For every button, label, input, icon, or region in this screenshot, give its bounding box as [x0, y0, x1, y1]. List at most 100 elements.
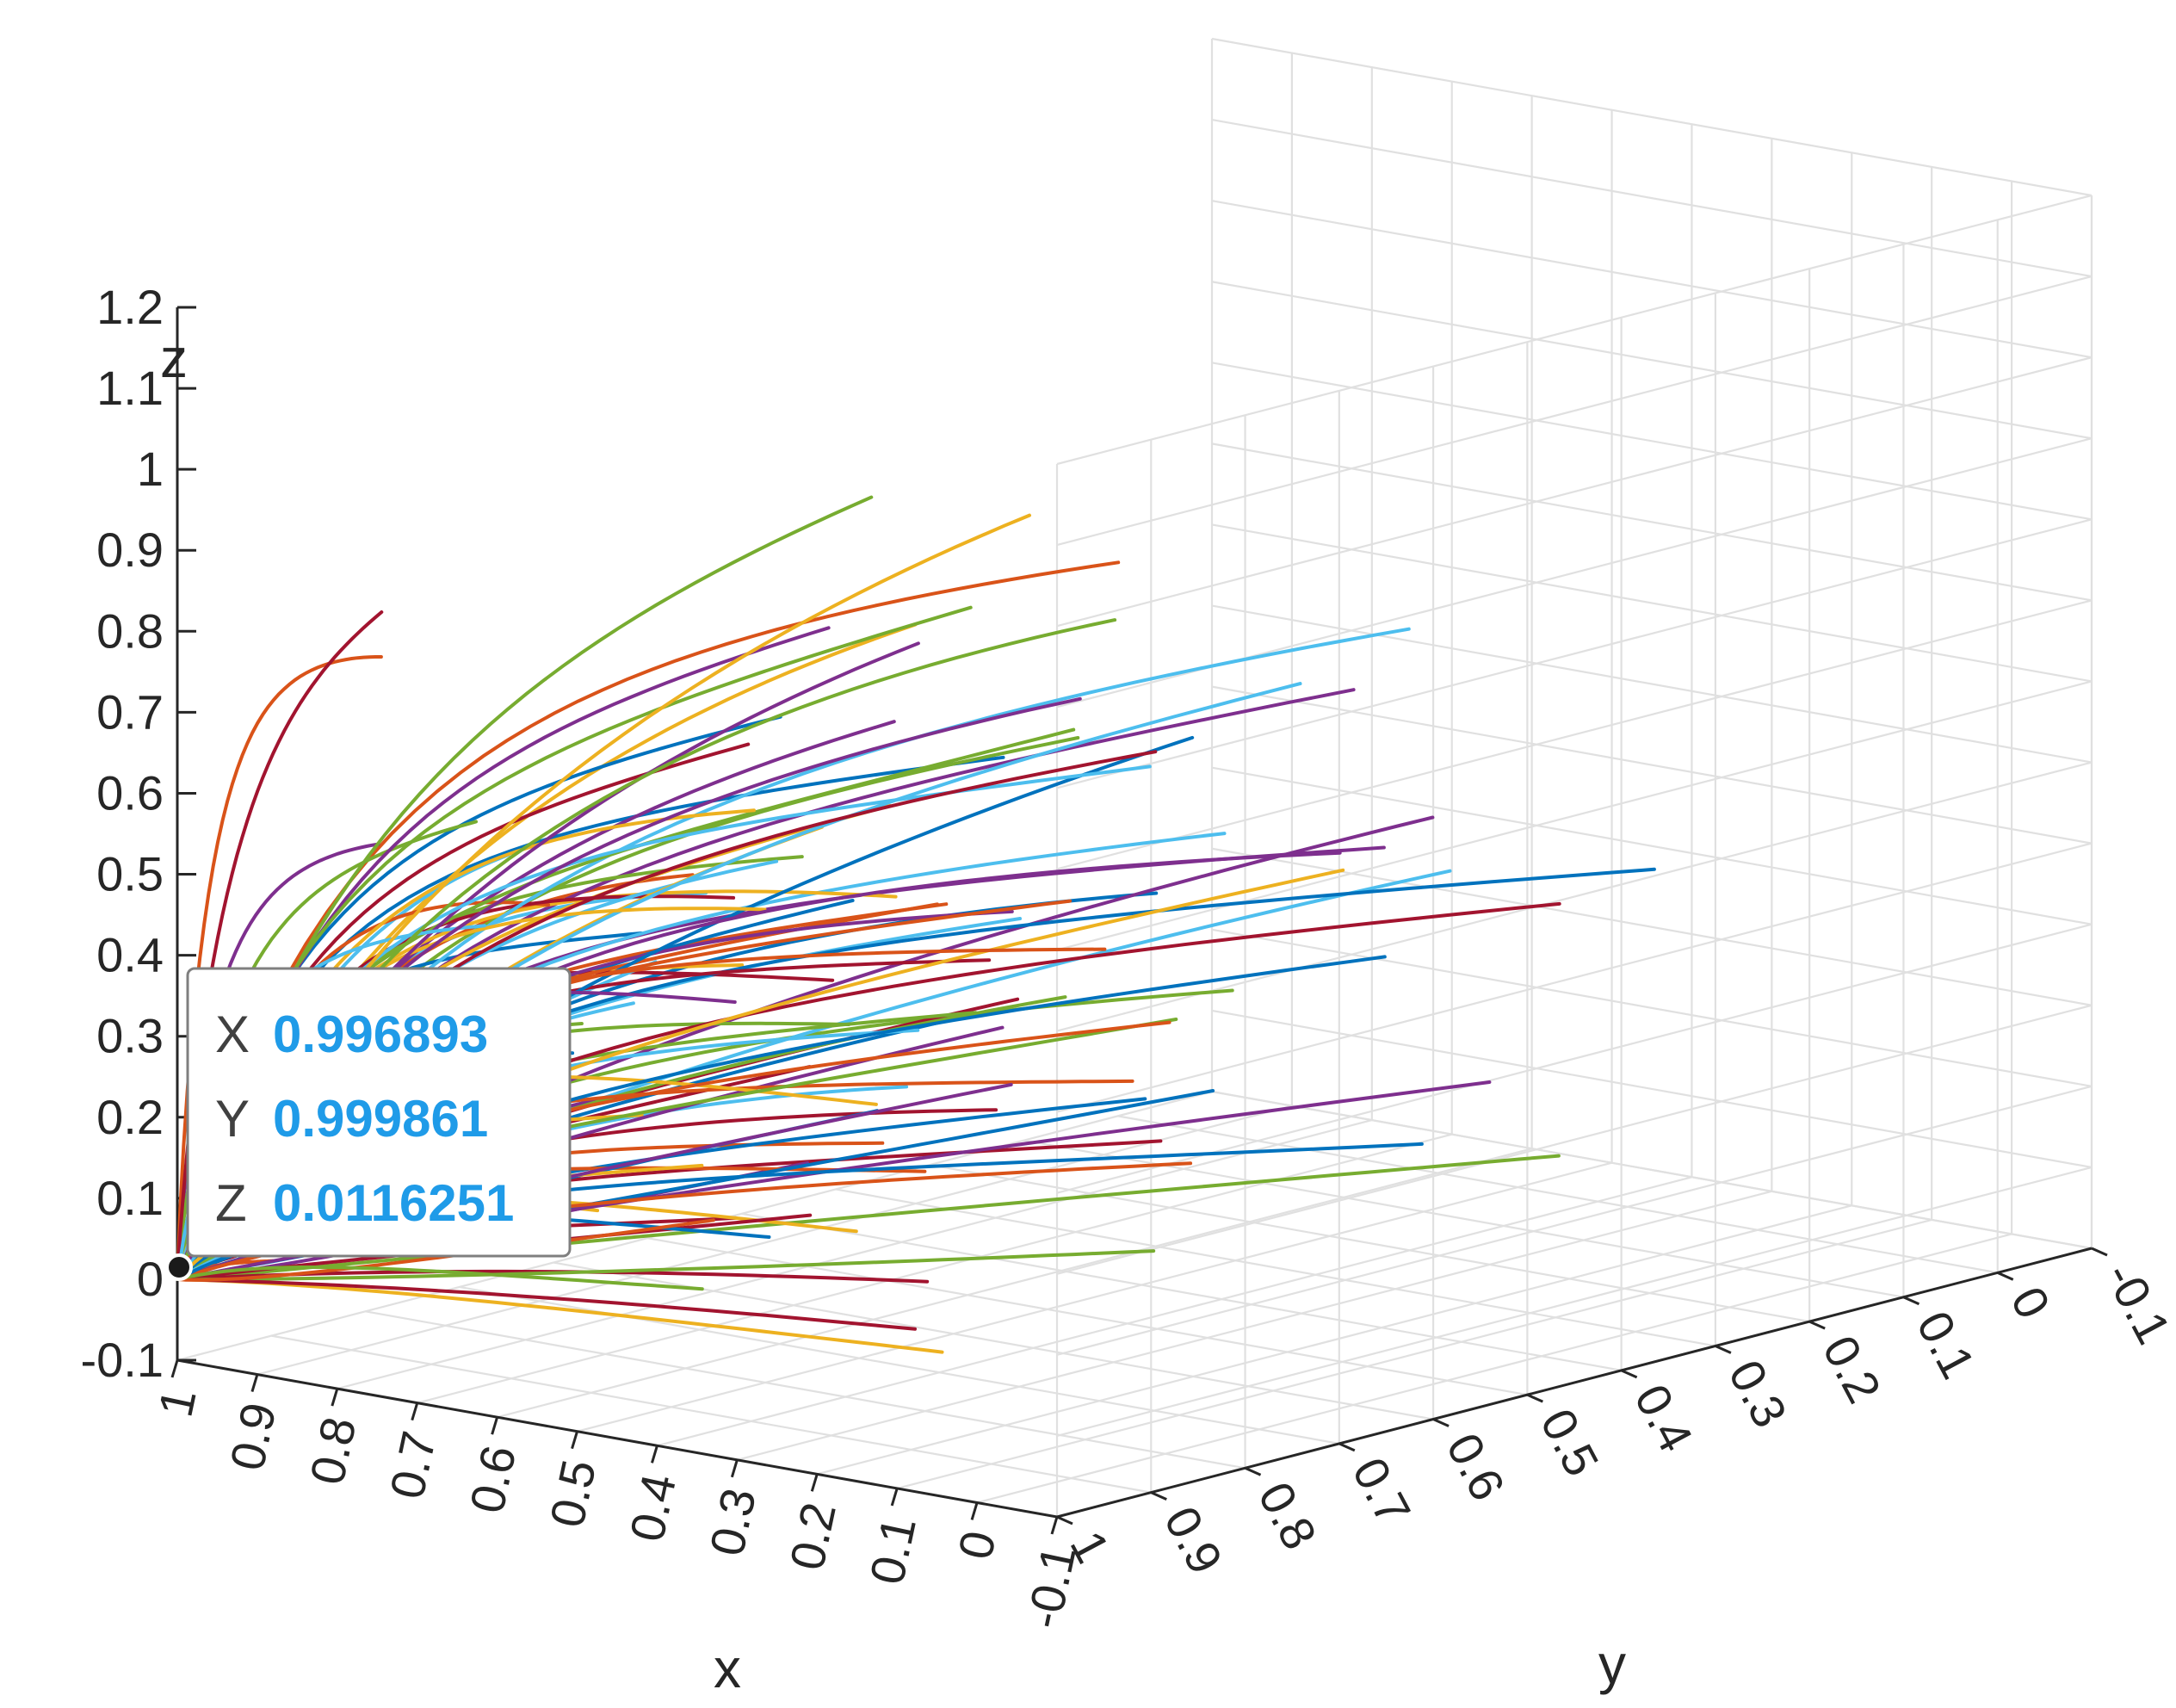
z-tick-label: 0.8 [96, 603, 164, 658]
x-tick [810, 1473, 819, 1492]
datatip[interactable]: X 0.996893 Y 0.999861 Z 0.0116251 [165, 967, 572, 1281]
y-axis-line [1056, 1247, 2093, 1519]
z-tick-label: 1 [137, 442, 164, 496]
grid-line [553, 1261, 1434, 1420]
x-tick-label: 0.9 [219, 1398, 287, 1475]
grid-line [1056, 923, 2093, 1194]
x-tick [170, 1359, 179, 1378]
x-tick-label: 0.3 [699, 1483, 766, 1560]
grid-line [1117, 1115, 1998, 1274]
x-tick-label: 0 [948, 1526, 1006, 1564]
x-tick [491, 1416, 499, 1435]
grid-line [1211, 362, 2093, 521]
grid-line [816, 1204, 1852, 1476]
grid-line [365, 1310, 1246, 1470]
z-tick-label: 0.7 [96, 684, 164, 739]
y-tick [1621, 1369, 1638, 1379]
x-axis-label: x [714, 1637, 741, 1699]
datatip-x-value: 0.996893 [273, 1006, 488, 1063]
x-tick-label: 0.2 [779, 1498, 846, 1575]
grid-line [577, 1161, 1612, 1433]
z-tick-label: 0.9 [96, 523, 164, 577]
grid-line [337, 1119, 1373, 1390]
axes [170, 306, 2108, 1535]
x-tick [411, 1402, 419, 1421]
x-tick-label: 0.6 [460, 1441, 527, 1518]
y-tick [1715, 1345, 1732, 1354]
y-tick-label: 0.8 [1248, 1473, 1327, 1557]
grid-line [741, 1212, 1622, 1371]
grid-line [257, 1105, 1293, 1376]
z-tick-label: -0.1 [81, 1333, 164, 1387]
y-tick [1056, 1515, 1073, 1525]
grid-line [1056, 356, 2093, 628]
z-tick-label: 0.2 [96, 1090, 164, 1144]
trajectory-line [176, 655, 383, 1281]
datatip-x-label: X [215, 1006, 250, 1063]
y-tick-label: 1 [1060, 1522, 1120, 1571]
x-tick [970, 1502, 979, 1520]
x-tick-label: 1 [148, 1383, 207, 1421]
y-tick [1432, 1418, 1450, 1427]
grid-line [976, 1233, 2012, 1504]
datatip-z-label: Z [215, 1174, 247, 1232]
grid-line [459, 1285, 1340, 1445]
datatip-box [186, 967, 572, 1258]
y-tick [1526, 1393, 1543, 1403]
grid-line [1056, 599, 2093, 870]
x-tick [890, 1488, 899, 1507]
datatip-marker[interactable] [165, 1253, 193, 1281]
y-tick [1338, 1442, 1356, 1452]
y-tick [2091, 1247, 2108, 1257]
grid-line [1056, 275, 2093, 547]
x-tick-label: 0.1 [859, 1512, 926, 1588]
z-tick-label: 0.1 [96, 1171, 164, 1225]
grid-line [1056, 518, 2093, 789]
datatip-y-label: Y [215, 1090, 250, 1148]
x-tick-label: 0.7 [380, 1426, 447, 1503]
trajectory-line [176, 1249, 1156, 1282]
grid-line [271, 1334, 1152, 1494]
grid-line [1056, 761, 2093, 1032]
z-tick-label: 0.3 [96, 1009, 164, 1063]
y-tick-label: 0.3 [1718, 1352, 1797, 1436]
z-tick-label: 0.4 [96, 928, 164, 982]
trajectory-line [176, 1154, 1561, 1281]
grid-line [1211, 847, 2093, 1006]
x-tick-label: 0.5 [539, 1455, 606, 1532]
x-tick [250, 1374, 259, 1392]
grid-line [1211, 766, 2093, 925]
grid-line [1056, 1004, 2093, 1275]
grid-line [497, 1148, 1532, 1419]
x-tick [571, 1431, 578, 1450]
grid-line [1211, 442, 2093, 602]
trajectory-line [176, 560, 1121, 1281]
grid-line [835, 1188, 1716, 1347]
grid-line [1211, 604, 2093, 764]
grid-line [1211, 200, 2093, 359]
grid-line [737, 1190, 1772, 1461]
y-tick-label: 0.6 [1436, 1425, 1515, 1509]
y-tick-label: 0.4 [1624, 1376, 1703, 1460]
y-tick [1244, 1466, 1262, 1476]
grid-line [1211, 118, 2093, 278]
x-tick [651, 1445, 658, 1464]
grid-line [896, 1218, 1932, 1489]
y-axis-label: y [1598, 1633, 1626, 1695]
trajectory-line [176, 1266, 704, 1291]
y-tick [1997, 1271, 2014, 1281]
x-tick [1050, 1516, 1059, 1535]
tick-labels: 1.21.110.90.80.70.60.50.40.30.20.10-0.11… [81, 280, 2176, 1633]
grid-line [657, 1176, 1692, 1447]
y-tick-label: 0 [2000, 1278, 2061, 1327]
z-tick-label: 1.2 [96, 280, 164, 334]
y-tick-label: 0.2 [1813, 1327, 1892, 1411]
grid-lines [176, 37, 2093, 1519]
grid-line [1211, 37, 2093, 197]
trajectory-line [176, 1277, 944, 1354]
datatip-y-value: 0.999861 [273, 1090, 488, 1148]
y-tick-label: -0.1 [2094, 1253, 2176, 1352]
z-axis-label: z [160, 327, 188, 389]
grid-line [929, 1164, 1810, 1323]
